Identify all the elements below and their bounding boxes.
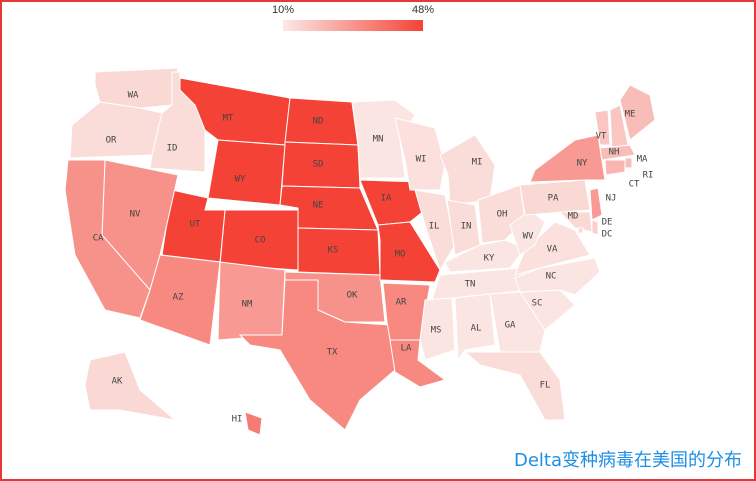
state-label: VT: [596, 132, 607, 142]
state-label: NJ: [606, 194, 617, 204]
state-label: MI: [472, 158, 483, 168]
state: [514, 221, 591, 276]
state: [69, 101, 163, 159]
state-label: MN: [373, 135, 384, 145]
state-label: KS: [328, 246, 339, 256]
state-label: MT: [223, 114, 234, 124]
state-label: SD: [313, 160, 324, 170]
state: [519, 179, 591, 216]
state-label: AR: [396, 298, 407, 308]
state-label: NE: [313, 201, 324, 211]
state: [454, 293, 496, 362]
state-label: MS: [431, 326, 442, 336]
state-label: AZ: [173, 293, 184, 303]
state-label: TN: [465, 280, 476, 290]
state-label: NH: [609, 148, 620, 158]
state: [529, 134, 606, 183]
labels: WA OR ID MT ND SD WY NE CO KS UT NV CA AZ NM OK TX MN IA MO…: [93, 91, 654, 425]
state-label: ID: [167, 144, 178, 154]
state: [604, 159, 626, 176]
state: [244, 411, 263, 436]
states: [64, 67, 656, 436]
state: [238, 279, 396, 431]
state: [414, 189, 456, 272]
state-label: AL: [471, 324, 482, 334]
state-label: WI: [416, 155, 427, 165]
state-label: CA: [93, 234, 104, 244]
state-label: UT: [190, 220, 201, 230]
state-label: MO: [395, 250, 406, 260]
state: [619, 84, 656, 141]
state-label: MA: [637, 155, 648, 165]
state: [419, 297, 456, 361]
state-label: NV: [130, 210, 141, 220]
scale-tick-label: 48%: [412, 4, 434, 16]
state-label: SC: [532, 299, 543, 309]
state-label: OH: [497, 210, 508, 220]
state: [514, 257, 601, 296]
state-label: NM: [242, 300, 253, 310]
color-bar: [283, 20, 423, 31]
state: [589, 187, 603, 221]
state-label: MD: [568, 212, 579, 222]
state-label: WA: [128, 91, 139, 101]
state-label: ND: [313, 117, 324, 127]
state-label: LA: [401, 344, 412, 354]
state-label: CT: [629, 180, 640, 190]
state-label: IN: [461, 222, 472, 232]
state-label: WV: [523, 232, 534, 242]
state: [64, 159, 151, 319]
state-label: IA: [381, 194, 392, 204]
state-label: GA: [505, 321, 516, 331]
state-label: TX: [327, 348, 338, 358]
state-label: DC: [602, 230, 613, 240]
state-label: KY: [484, 254, 495, 264]
state-label: DE: [602, 218, 613, 228]
state: [84, 351, 177, 421]
state-label: NY: [577, 159, 588, 169]
state-label: PA: [548, 194, 559, 204]
state: [377, 221, 441, 283]
state: [558, 211, 593, 233]
state-label: WY: [235, 175, 246, 185]
state: [94, 67, 179, 109]
scale-tick-label: 10%: [272, 4, 294, 16]
state: [591, 219, 599, 236]
state-label: OK: [347, 291, 358, 301]
state-label: RI: [643, 171, 654, 181]
state-label: FL: [540, 381, 551, 391]
state: [599, 144, 636, 161]
state: [463, 351, 566, 421]
state-label: HI: [232, 415, 243, 425]
state: [489, 291, 546, 353]
state-label: ME: [625, 110, 636, 120]
state-label: VA: [547, 245, 558, 255]
state-label: CO: [255, 236, 266, 246]
state-label: NC: [546, 272, 557, 282]
state: [394, 117, 446, 191]
state: [439, 134, 496, 206]
state: [207, 139, 286, 206]
state-label: OR: [106, 136, 117, 146]
state-label: IL: [429, 222, 440, 232]
state: [139, 254, 221, 346]
state-label: AK: [112, 377, 123, 387]
state: [624, 157, 633, 169]
state: [594, 109, 611, 146]
state: [297, 227, 381, 276]
chart-title: Delta变种病毒在美国的分布: [514, 450, 742, 471]
state: [577, 227, 584, 234]
